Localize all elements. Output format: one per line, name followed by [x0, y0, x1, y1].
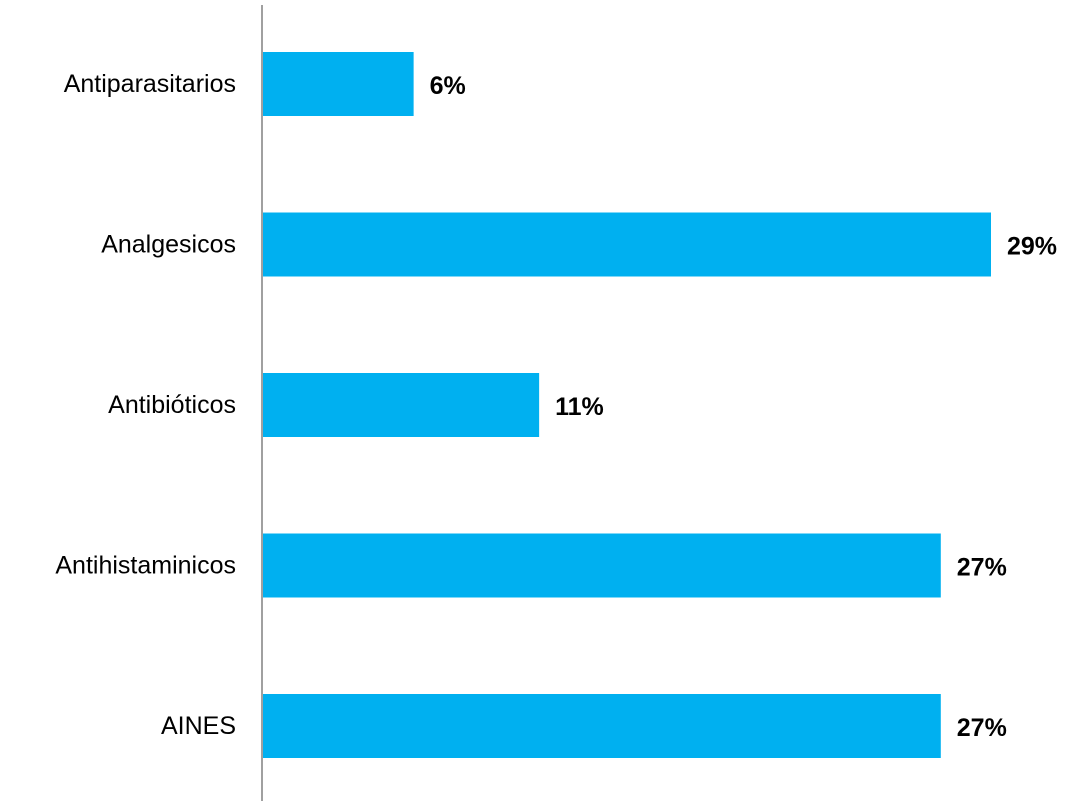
- category-label: Analgesicos: [101, 231, 236, 259]
- category-label: Antihistaminicos: [55, 552, 236, 580]
- bar-0: [263, 52, 414, 116]
- bar-2: [263, 373, 540, 437]
- value-label: 6%: [430, 72, 466, 100]
- bar-3: [263, 533, 941, 598]
- value-label: 27%: [957, 714, 1007, 742]
- category-label: Antibióticos: [108, 391, 236, 419]
- category-label: AINES: [161, 712, 236, 740]
- category-label: Antiparasitarios: [64, 70, 236, 98]
- value-label: 29%: [1007, 233, 1057, 261]
- bar-4: [263, 694, 941, 758]
- value-label: 27%: [957, 554, 1007, 582]
- value-label: 11%: [555, 393, 604, 421]
- bars-group: Antiparasitarios 6% Analgesicos 29% Antibiót…: [55, 52, 1057, 758]
- bar-1: [263, 212, 991, 277]
